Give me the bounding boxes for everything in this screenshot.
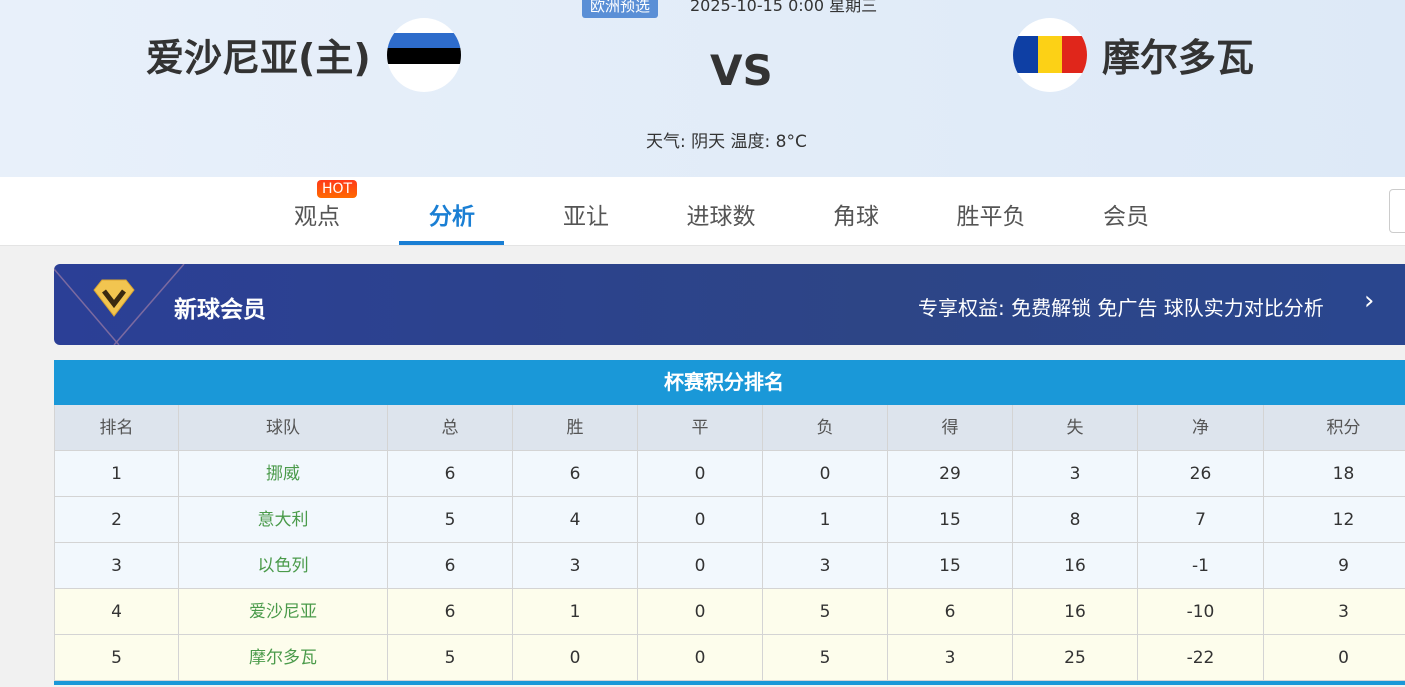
- column-header: 积分: [1264, 405, 1405, 450]
- table-cell: 1: [54, 451, 179, 496]
- table-cell: -22: [1138, 635, 1264, 680]
- column-header: 净: [1138, 405, 1264, 450]
- table-cell: 5: [388, 635, 513, 680]
- column-header: 胜: [513, 405, 638, 450]
- column-header: 排名: [54, 405, 179, 450]
- table-cell: 0: [513, 635, 638, 680]
- table-row: 4 爱沙尼亚 6 1 0 5 6 16 -10 3: [54, 589, 1405, 635]
- table-cell: 8: [1013, 497, 1138, 542]
- active-tab-indicator: [399, 241, 504, 245]
- table-cell: 0: [638, 589, 763, 634]
- team-cell[interactable]: 以色列: [179, 543, 388, 588]
- table-cell: 0: [763, 451, 888, 496]
- table-row: 3 以色列 6 3 0 3 15 16 -1 9: [54, 543, 1405, 589]
- column-header: 负: [763, 405, 888, 450]
- table-cell: 16: [1013, 589, 1138, 634]
- nav-side-button[interactable]: [1389, 189, 1405, 233]
- table-cell: 4: [513, 497, 638, 542]
- vip-benefits: 专享权益: 免费解锁 免广告 球队实力对比分析: [918, 296, 1324, 320]
- team-cell[interactable]: 摩尔多瓦: [179, 635, 388, 680]
- table-cell: 2: [54, 497, 179, 542]
- table-cell: 3: [888, 635, 1013, 680]
- chevron-right-icon[interactable]: ›: [1364, 286, 1375, 316]
- table-cell: 9: [1264, 543, 1405, 588]
- table-cell: 5: [763, 589, 888, 634]
- tab-1x2[interactable]: 胜平负: [956, 204, 1026, 230]
- home-team-name[interactable]: 爱沙尼亚(主): [146, 36, 371, 80]
- table-cell: 3: [1264, 589, 1405, 634]
- tab-viewpoint[interactable]: 观点: [294, 204, 340, 230]
- table-cell: 6: [388, 543, 513, 588]
- table-cell: 5: [54, 635, 179, 680]
- table-cell: 15: [888, 497, 1013, 542]
- match-header: 欧洲预选 2025-10-15 0:00 星期三 爱沙尼亚(主) VS 摩尔多瓦…: [0, 0, 1405, 177]
- away-team-name[interactable]: 摩尔多瓦: [1102, 36, 1255, 80]
- table-cell: 6: [388, 589, 513, 634]
- tab-goals[interactable]: 进球数: [686, 204, 756, 230]
- table-cell: 6: [388, 451, 513, 496]
- table-cell: 26: [1138, 451, 1264, 496]
- table-cell: 5: [763, 635, 888, 680]
- weather-info: 天气: 阴天 温度: 8°C: [646, 132, 807, 152]
- match-datetime: 2025-10-15 0:00 星期三: [690, 0, 878, 15]
- table-cell: 0: [638, 451, 763, 496]
- table-cell: 6: [513, 451, 638, 496]
- table-cell: 0: [1264, 635, 1405, 680]
- table-cell: 3: [513, 543, 638, 588]
- table-cell: 3: [54, 543, 179, 588]
- team-cell[interactable]: 爱沙尼亚: [179, 589, 388, 634]
- tab-member[interactable]: 会员: [1103, 204, 1149, 230]
- tab-corners[interactable]: 角球: [833, 204, 879, 230]
- estonia-flag-icon: [387, 18, 461, 92]
- table-cell: -1: [1138, 543, 1264, 588]
- column-header: 得: [888, 405, 1013, 450]
- table-cell: 5: [388, 497, 513, 542]
- table-cell: 0: [638, 543, 763, 588]
- standings-table: 杯赛积分排名 排名 球队总胜平负得失净积分 1 挪威 6 6 0 0 29 3 26 18 2 意大利 5 4…: [54, 360, 1405, 685]
- table-row: 1 挪威 6 6 0 0 29 3 26 18: [54, 451, 1405, 497]
- vip-title: 新球会员: [174, 297, 266, 323]
- table-header: 排名 球队总胜平负得失净积分: [54, 405, 1405, 451]
- standings-title: 杯赛积分排名: [54, 360, 1405, 405]
- moldova-flag-icon: [1013, 18, 1087, 92]
- vip-banner[interactable]: 新球会员 专享权益: 免费解锁 免广告 球队实力对比分析 ›: [54, 264, 1405, 345]
- table-cell: 29: [888, 451, 1013, 496]
- table-cell: 0: [638, 497, 763, 542]
- table-row: 2 意大利 5 4 0 1 15 8 7 12: [54, 497, 1405, 543]
- table-cell: 3: [763, 543, 888, 588]
- column-header: 球队: [179, 405, 388, 450]
- team-cell[interactable]: 意大利: [179, 497, 388, 542]
- table-cell: 3: [1013, 451, 1138, 496]
- table-cell: 1: [513, 589, 638, 634]
- table-cell: 4: [54, 589, 179, 634]
- table-cell: 12: [1264, 497, 1405, 542]
- tab-bar: 观点 HOT 分析 亚让 进球数 角球 胜平负 会员: [0, 177, 1405, 246]
- column-header: 总: [388, 405, 513, 450]
- tab-analysis[interactable]: 分析: [429, 204, 475, 230]
- team-cell[interactable]: 挪威: [179, 451, 388, 496]
- table-cell: 1: [763, 497, 888, 542]
- table-bottom-bar: [54, 681, 1405, 685]
- vs-label: VS: [710, 46, 773, 95]
- table-cell: 15: [888, 543, 1013, 588]
- table-cell: 6: [888, 589, 1013, 634]
- tab-handicap[interactable]: 亚让: [563, 204, 609, 230]
- table-cell: 0: [638, 635, 763, 680]
- table-cell: 7: [1138, 497, 1264, 542]
- hot-badge: HOT: [317, 180, 358, 198]
- diamond-icon: [54, 264, 185, 345]
- table-cell: -10: [1138, 589, 1264, 634]
- table-cell: 18: [1264, 451, 1405, 496]
- table-cell: 25: [1013, 635, 1138, 680]
- table-cell: 16: [1013, 543, 1138, 588]
- column-header: 失: [1013, 405, 1138, 450]
- league-badge[interactable]: 欧洲预选: [582, 0, 659, 18]
- table-row: 5 摩尔多瓦 5 0 0 5 3 25 -22 0: [54, 635, 1405, 681]
- column-header: 平: [638, 405, 763, 450]
